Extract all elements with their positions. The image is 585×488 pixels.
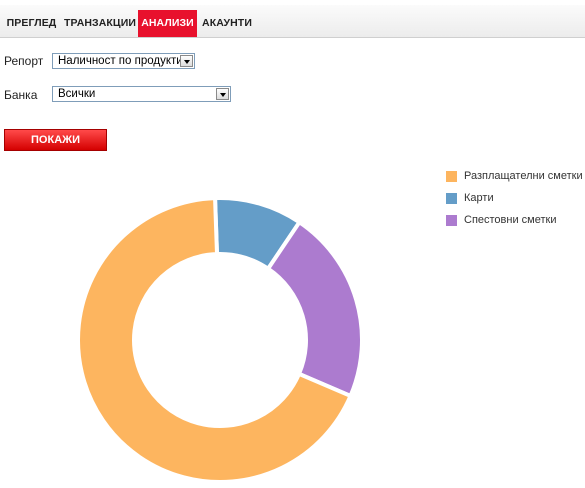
legend-label: Спестовни сметки bbox=[464, 214, 557, 226]
chevron-down-icon[interactable] bbox=[180, 55, 193, 67]
legend-swatch bbox=[446, 215, 457, 226]
report-select[interactable]: Наличност по продукти bbox=[52, 53, 195, 69]
chevron-down-icon[interactable] bbox=[216, 88, 229, 100]
report-label: Репорт bbox=[4, 54, 44, 68]
report-select-value: Наличност по продукти bbox=[58, 55, 183, 67]
show-button[interactable]: ПОКАЖИ bbox=[4, 129, 107, 151]
donut-slice[interactable] bbox=[76, 196, 354, 484]
bank-select[interactable]: Всички bbox=[52, 86, 231, 102]
legend-swatch bbox=[446, 193, 457, 204]
legend-label: Карти bbox=[464, 192, 494, 204]
legend-swatch bbox=[446, 171, 457, 182]
tab-overview[interactable]: ПРЕГЛЕД bbox=[6, 17, 57, 29]
donut-slice[interactable] bbox=[265, 219, 364, 399]
bank-select-value: Всички bbox=[58, 88, 96, 100]
top-navigation: ПРЕГЛЕД ТРАНЗАКЦИИ АНАЛИЗИ АКАУНТИ bbox=[0, 5, 585, 38]
tab-accounts[interactable]: АКАУНТИ bbox=[202, 17, 252, 29]
legend-label: Разплащателни сметки bbox=[464, 170, 583, 182]
tab-transactions[interactable]: ТРАНЗАКЦИИ bbox=[64, 17, 136, 29]
bank-label: Банка bbox=[4, 88, 38, 102]
tab-analyses[interactable]: АНАЛИЗИ bbox=[138, 10, 197, 37]
